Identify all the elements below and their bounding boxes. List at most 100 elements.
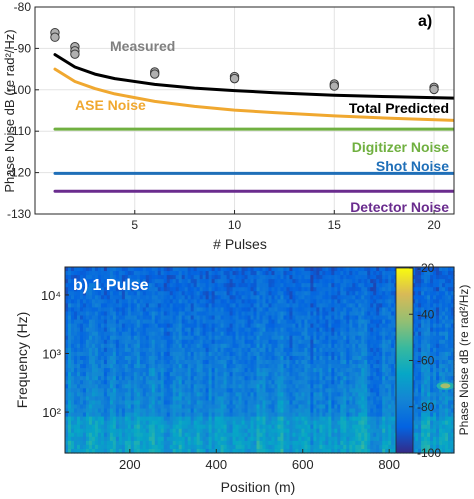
heatmap-cell [130, 275, 135, 280]
heatmap-cell [82, 368, 87, 373]
heatmap-cell [340, 339, 344, 345]
heatmap-cell [262, 368, 267, 373]
heatmap-cell [430, 307, 434, 313]
heatmap-cell [247, 412, 252, 418]
heatmap-cell [115, 271, 120, 276]
heatmap-cell [355, 404, 359, 410]
heatmap-cell [340, 412, 344, 418]
heatmap-cell [265, 299, 270, 304]
heatmap-cell [154, 311, 159, 317]
heatmap-cell [412, 315, 416, 321]
heatmap-cell [121, 267, 126, 272]
heatmap-cell [430, 275, 434, 280]
heatmap-cell [73, 412, 78, 418]
heatmap-cell [109, 311, 114, 317]
heatmap-cell [286, 392, 291, 397]
heatmap-cell [160, 275, 165, 280]
heatmap-cell [433, 335, 437, 341]
heatmap-cell [199, 295, 204, 300]
heatmap-cell [313, 347, 317, 353]
heatmap-cell [343, 291, 347, 296]
heatmap-cell [223, 376, 228, 381]
heatmap-cell [277, 283, 282, 288]
heatmap-cell [421, 275, 425, 280]
heatmap-cell [376, 299, 380, 304]
heatmap-cell [295, 323, 299, 329]
heatmap-cell [385, 287, 389, 292]
heatmap-cell [283, 347, 288, 353]
heatmap-cell [310, 315, 314, 321]
heatmap-cell [439, 299, 443, 304]
heatmap-cell [103, 416, 108, 422]
heatmap-cell [280, 315, 285, 321]
heatmap-cell [391, 404, 395, 410]
heatmap-cell [220, 355, 225, 361]
heatmap-cell [115, 331, 120, 337]
heatmap-cell [65, 279, 69, 284]
heatmap-cell [364, 372, 368, 377]
heatmap-cell [154, 355, 159, 361]
heatmap-cell [391, 311, 395, 317]
heatmap-cell [211, 355, 216, 361]
heatmap-cell [118, 412, 123, 418]
heatmap-cell [349, 380, 353, 385]
heatmap-cell [286, 291, 291, 296]
heatmap-cell [271, 267, 276, 272]
heatmap-cell [229, 384, 234, 389]
heatmap-cell [439, 311, 443, 317]
heatmap-cell [295, 275, 299, 280]
heatmap-cell [226, 331, 231, 337]
heatmap-cell [220, 400, 225, 406]
heatmap-cell [370, 384, 374, 389]
heatmap-cell [199, 360, 204, 365]
heatmap-cell [187, 400, 192, 406]
heatmap-cell [65, 376, 69, 381]
heatmap-cell [223, 295, 228, 300]
heatmap-cell [196, 364, 201, 369]
heatmap-cell [448, 408, 452, 414]
heatmap-cell [235, 271, 240, 276]
heatmap-cell [427, 404, 431, 410]
heatmap-cell [244, 368, 249, 373]
heatmap-cell [211, 279, 216, 284]
heatmap-cell [67, 295, 72, 300]
heatmap-cell [274, 279, 279, 284]
heatmap-cell [319, 303, 323, 309]
heatmap-cell [418, 323, 422, 329]
heatmap-cell [115, 364, 120, 369]
heatmap-cell [211, 311, 216, 317]
heatmap-cell [343, 384, 347, 389]
heatmap-cell [127, 287, 132, 292]
heatmap-cell [298, 319, 302, 325]
heatmap-cell [148, 400, 153, 406]
heatmap-cell [418, 347, 422, 353]
heatmap-cell [265, 275, 270, 280]
heatmap-cell [190, 311, 195, 317]
heatmap-cell [373, 303, 377, 309]
heatmap-cell [265, 412, 270, 418]
heatmap-cell [223, 388, 228, 393]
heatmap-cell [373, 347, 377, 353]
heatmap-cell [328, 323, 332, 329]
heatmap-cell [166, 396, 171, 402]
heatmap-cell [352, 283, 356, 288]
heatmap-cell [139, 319, 144, 325]
heatmap-cell [118, 307, 123, 313]
heatmap-cell [109, 271, 114, 276]
heatmap-cell [154, 347, 159, 353]
heatmap-cell [358, 323, 362, 329]
heatmap-cell [133, 368, 138, 373]
heatmap-cell [352, 279, 356, 284]
heatmap-cell [142, 303, 147, 309]
heatmap-cell [283, 323, 288, 329]
heatmap-cell [319, 396, 323, 402]
heatmap-cell [289, 416, 294, 422]
heatmap-cell [85, 355, 90, 361]
heatmap-cell [301, 271, 305, 276]
heatmap-cell [244, 283, 249, 288]
heatmap-cell [370, 360, 374, 365]
heatmap-cell [160, 287, 165, 292]
heatmap-cell [199, 404, 204, 410]
heatmap-cell [262, 360, 267, 365]
heatmap-cell [412, 376, 416, 381]
